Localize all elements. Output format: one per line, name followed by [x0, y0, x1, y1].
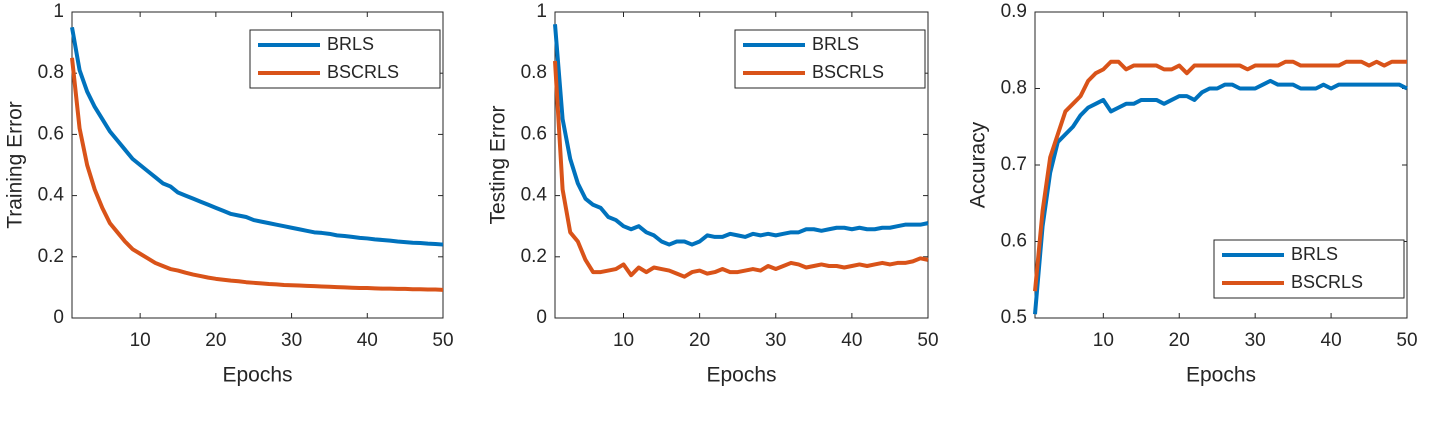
line-series	[553, 24, 929, 247]
x-axis-label: Epochs	[706, 364, 776, 387]
y-tick-label: 0.8	[521, 62, 547, 83]
x-tick-label: 40	[357, 330, 378, 351]
legend-box	[1213, 239, 1405, 299]
legend-label: BSCRLS	[812, 62, 884, 82]
x-tick-label: 40	[841, 330, 862, 351]
x-tick-label: 50	[432, 330, 453, 351]
subplot: 10 20 30 40 50 0 0.2 0.4 0.6 0.8 1 Epochs Training E…	[4, 1, 454, 387]
x-tick-label: 30	[765, 330, 786, 351]
x-tick-label: 20	[689, 330, 710, 351]
y-tick-label: 0	[536, 307, 547, 328]
y-tick-label: 0.8	[1001, 78, 1027, 99]
x-tick-label: 10	[130, 330, 151, 351]
subplot: 10 20 30 40 50 0.5 0.6 0.7 0.8 0.9 Epochs Accuracy B…	[967, 1, 1418, 387]
x-axis-label: Epochs	[1186, 364, 1256, 387]
y-tick-label: 0.6	[1001, 231, 1027, 252]
y-tick-label: 1	[536, 1, 547, 22]
y-tick-label: 0.2	[521, 246, 547, 267]
legend-box	[734, 29, 926, 89]
line-series	[70, 26, 444, 247]
x-tick-label: 10	[613, 330, 634, 351]
y-tick-label: 0.6	[38, 123, 64, 144]
y-tick-label: 1	[53, 1, 64, 22]
y-tick-label: 0.7	[1001, 154, 1027, 175]
y-tick-label: 0.9	[1001, 1, 1027, 22]
legend: BRLS BSCRLS	[734, 29, 926, 89]
x-tick-label: 10	[1093, 330, 1114, 351]
x-axis-label: Epochs	[222, 364, 292, 387]
legend: BRLS BSCRLS	[1213, 239, 1405, 299]
y-tick-label: 0.6	[521, 123, 547, 144]
line-series	[70, 57, 444, 292]
x-tick-label: 50	[1396, 330, 1417, 351]
legend-label: BRLS	[812, 34, 859, 54]
subplot: 10 20 30 40 50 0 0.2 0.4 0.6 0.8 1 Epochs Testing Er…	[487, 1, 939, 387]
legend: BRLS BSCRLS	[249, 29, 441, 89]
y-axis-label: Accuracy	[967, 121, 990, 208]
y-tick-label: 0.4	[38, 185, 65, 206]
legend-label: BSCRLS	[1291, 272, 1363, 292]
x-tick-label: 30	[1245, 330, 1266, 351]
y-tick-label: 0	[53, 307, 64, 328]
legend-box	[249, 29, 441, 89]
y-tick-label: 0.5	[1001, 307, 1027, 328]
legend-label: BRLS	[327, 34, 374, 54]
legend-label: BSCRLS	[327, 62, 399, 82]
line-series	[1033, 78, 1408, 315]
line-series	[1033, 59, 1407, 292]
x-tick-label: 50	[917, 330, 938, 351]
x-tick-label: 20	[1169, 330, 1190, 351]
y-axis-label: Training Error	[4, 101, 27, 229]
x-tick-label: 20	[205, 330, 226, 351]
legend-label: BRLS	[1291, 244, 1338, 264]
x-tick-label: 30	[281, 330, 302, 351]
y-tick-label: 0.4	[521, 185, 548, 206]
y-tick-label: 0.2	[38, 246, 64, 267]
x-tick-label: 40	[1321, 330, 1342, 351]
y-axis-label: Testing Error	[487, 105, 510, 224]
y-tick-label: 0.8	[38, 62, 64, 83]
line-series	[553, 60, 929, 279]
